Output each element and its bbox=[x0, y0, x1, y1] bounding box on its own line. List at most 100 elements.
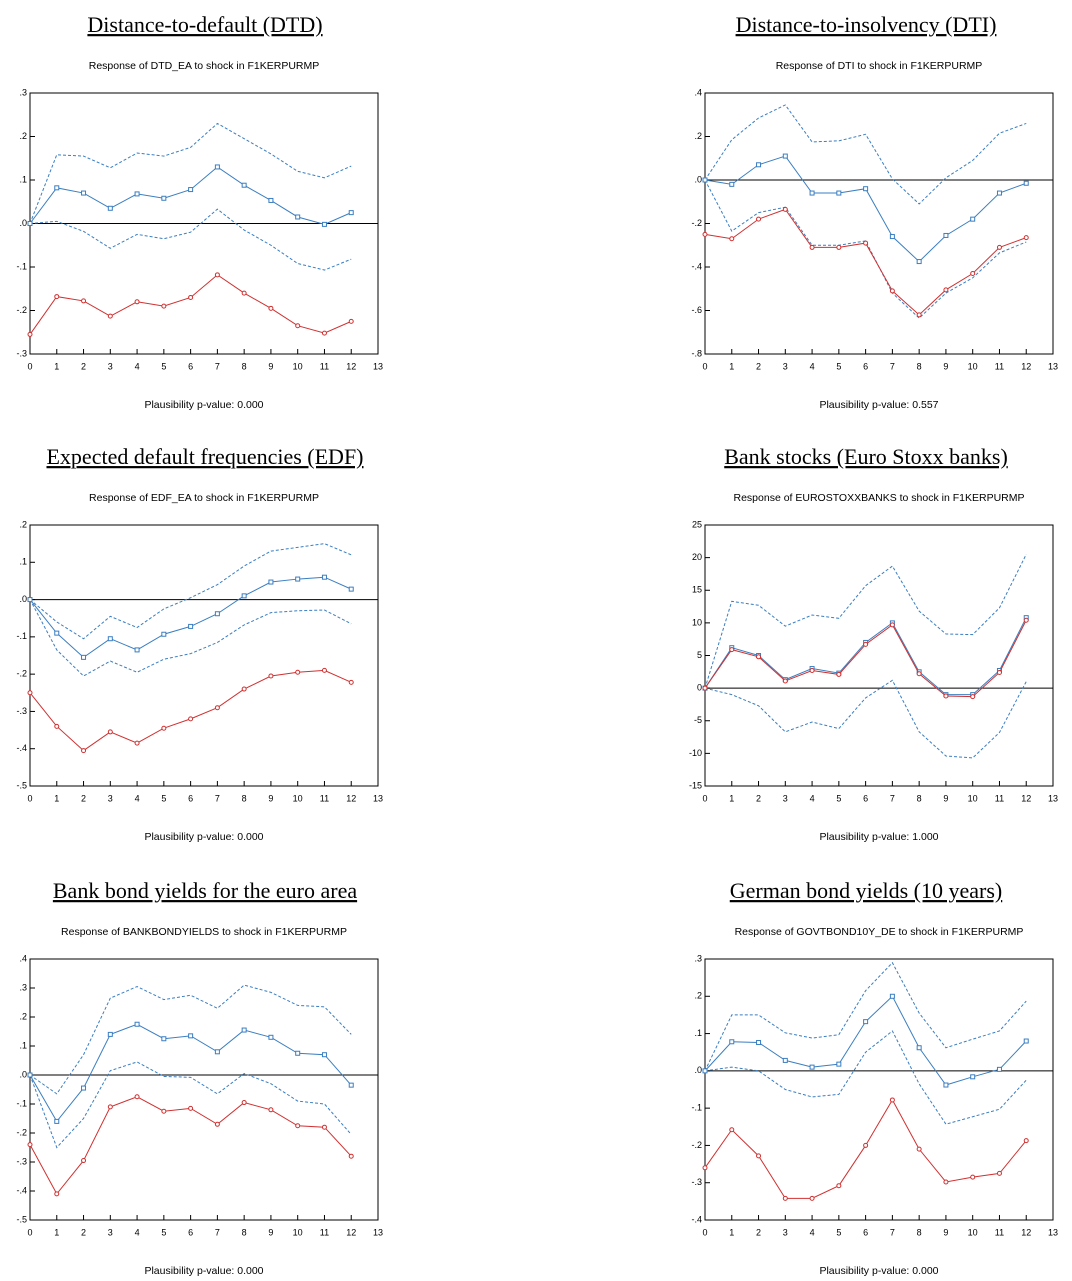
point bbox=[729, 1039, 735, 1045]
point bbox=[916, 1146, 922, 1152]
point bbox=[27, 221, 33, 226]
series-line bbox=[704, 179, 1027, 319]
y-tick-label: 25 bbox=[692, 519, 702, 529]
point bbox=[295, 323, 301, 329]
x-tick-label: 13 bbox=[1048, 361, 1058, 371]
panel-subtitle: Response of EDF_EA to shock in F1KERPURM… bbox=[89, 492, 319, 504]
series-line bbox=[29, 599, 352, 677]
point bbox=[970, 1174, 976, 1180]
panel: German bond yields (10 years) Response of… bbox=[691, 878, 1058, 1277]
x-tick-label: 1 bbox=[54, 361, 59, 371]
y-tick-label: .4 bbox=[694, 87, 702, 97]
x-tick-label: 13 bbox=[373, 1227, 383, 1237]
panel: Distance-to-insolvency (DTI) Response of … bbox=[691, 12, 1058, 411]
point bbox=[188, 623, 194, 629]
x-tick-label: 3 bbox=[783, 793, 788, 803]
point bbox=[54, 723, 60, 729]
series-line bbox=[29, 576, 352, 659]
point bbox=[27, 331, 33, 337]
point bbox=[782, 678, 788, 684]
point bbox=[889, 993, 895, 999]
point bbox=[702, 685, 708, 691]
point bbox=[756, 1040, 762, 1046]
point bbox=[756, 162, 762, 168]
y-tick-label: -.1 bbox=[16, 631, 27, 641]
y-tick-label: 15 bbox=[692, 585, 702, 595]
annotation: Plausibility p-value: 0.000 bbox=[144, 399, 263, 411]
series-line bbox=[704, 620, 1027, 698]
series-line bbox=[29, 166, 352, 225]
point bbox=[916, 1045, 922, 1051]
panel-heading: Expected default frequencies (EDF) bbox=[46, 444, 363, 469]
panel-heading: German bond yields (10 years) bbox=[730, 878, 1002, 903]
point bbox=[970, 694, 976, 700]
x-tick-label: 12 bbox=[346, 361, 356, 371]
point bbox=[241, 182, 247, 188]
point bbox=[321, 1052, 327, 1058]
x-tick-label: 2 bbox=[81, 361, 86, 371]
x-tick-label: 5 bbox=[161, 361, 166, 371]
point bbox=[943, 693, 949, 699]
point bbox=[863, 240, 869, 246]
y-tick-label: 5 bbox=[697, 650, 702, 660]
point bbox=[161, 631, 167, 637]
y-tick-label: .1 bbox=[694, 1028, 702, 1038]
plot-frame bbox=[29, 524, 379, 787]
point bbox=[729, 181, 735, 187]
point bbox=[809, 244, 815, 250]
x-tick-label: 8 bbox=[917, 793, 922, 803]
point bbox=[729, 647, 735, 653]
y-tick-label: -.3 bbox=[16, 348, 27, 358]
point bbox=[916, 259, 922, 265]
x-tick-label: 9 bbox=[268, 793, 273, 803]
point bbox=[809, 1195, 815, 1201]
x-tick-label: 12 bbox=[1021, 361, 1031, 371]
y-tick-label: 10 bbox=[692, 617, 702, 627]
point bbox=[1023, 617, 1029, 623]
x-tick-label: 2 bbox=[756, 361, 761, 371]
point bbox=[241, 290, 247, 296]
point bbox=[863, 1019, 869, 1025]
x-tick-label: 4 bbox=[810, 793, 815, 803]
x-tick-label: 4 bbox=[135, 793, 140, 803]
y-tick-label: -.1 bbox=[16, 261, 27, 271]
point bbox=[81, 654, 87, 660]
y-tick-label: -.4 bbox=[16, 743, 27, 753]
point bbox=[756, 216, 762, 222]
plot-frame bbox=[704, 958, 1054, 1221]
panel: Expected default frequencies (EDF) Respon… bbox=[16, 444, 383, 843]
point bbox=[702, 1068, 708, 1074]
y-tick-label: .0 bbox=[19, 218, 27, 228]
panel-heading: Distance-to-insolvency (DTI) bbox=[736, 12, 997, 37]
point bbox=[889, 622, 895, 628]
point bbox=[188, 1105, 194, 1111]
x-tick-label: 7 bbox=[215, 1227, 220, 1237]
y-tick-label: .0 bbox=[694, 174, 702, 184]
x-tick-label: 4 bbox=[810, 361, 815, 371]
y-tick-label: 20 bbox=[692, 552, 702, 562]
y-tick-label: -.2 bbox=[691, 218, 702, 228]
point bbox=[782, 206, 788, 212]
point bbox=[241, 1100, 247, 1106]
x-tick-label: 2 bbox=[756, 793, 761, 803]
y-tick-label: .3 bbox=[694, 953, 702, 963]
x-tick-label: 5 bbox=[836, 793, 841, 803]
point bbox=[970, 271, 976, 277]
panel-heading: Distance-to-default (DTD) bbox=[87, 12, 322, 37]
y-tick-label: -.3 bbox=[16, 1156, 27, 1166]
y-tick-label: -10 bbox=[689, 748, 702, 758]
point bbox=[161, 1108, 167, 1114]
point bbox=[188, 716, 194, 722]
x-tick-label: 1 bbox=[729, 1227, 734, 1237]
point bbox=[996, 669, 1002, 675]
y-tick-label: -15 bbox=[689, 780, 702, 790]
point bbox=[134, 1021, 140, 1027]
x-tick-label: 11 bbox=[995, 1227, 1004, 1237]
y-tick-label: -.5 bbox=[16, 1214, 27, 1224]
point bbox=[889, 288, 895, 294]
x-tick-label: 7 bbox=[890, 1227, 895, 1237]
x-tick-label: 9 bbox=[943, 361, 948, 371]
point bbox=[295, 669, 301, 675]
plot-frame bbox=[29, 958, 379, 1221]
